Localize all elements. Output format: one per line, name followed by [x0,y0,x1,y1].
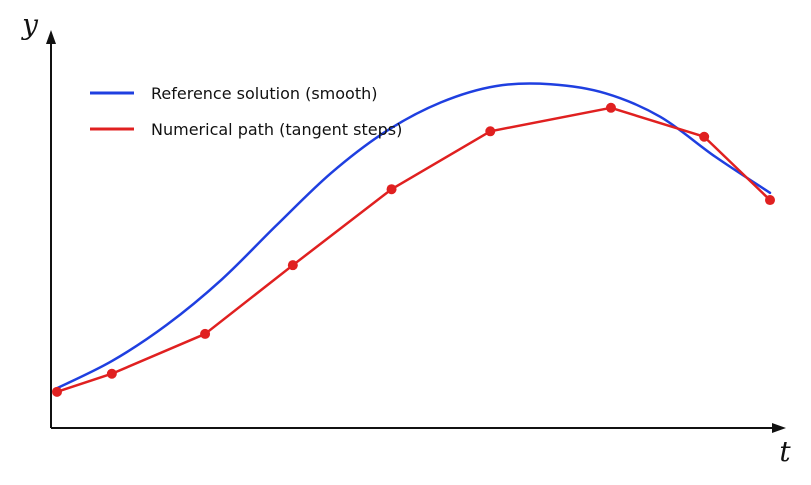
axes: y t [20,8,791,468]
y-axis-label: y [20,8,39,41]
numerical-path-point [765,195,775,206]
plot-area [52,82,775,397]
numerical-path-point [605,102,616,113]
legend-label-reference: Reference solution (smooth) [151,84,378,103]
x-axis-label: t [779,435,791,468]
legend: Reference solution (smooth) Numerical pa… [90,84,402,139]
legend-item-reference: Reference solution (smooth) [90,84,378,103]
numerical-path-point [52,386,62,397]
reference-solution-line [55,82,772,390]
numerical-path-line [55,106,772,394]
numerical-path-point [699,131,710,142]
numerical-path-point [287,260,298,271]
x-axis-arrowhead [772,423,786,433]
y-axis-arrowhead [46,30,56,44]
numerical-path-point [386,184,397,195]
numerical-path-point [485,126,496,137]
numerical-path-point [106,368,117,379]
numerical-path-point [200,328,211,339]
legend-label-numerical: Numerical path (tangent steps) [151,120,402,139]
legend-item-numerical: Numerical path (tangent steps) [90,120,402,139]
